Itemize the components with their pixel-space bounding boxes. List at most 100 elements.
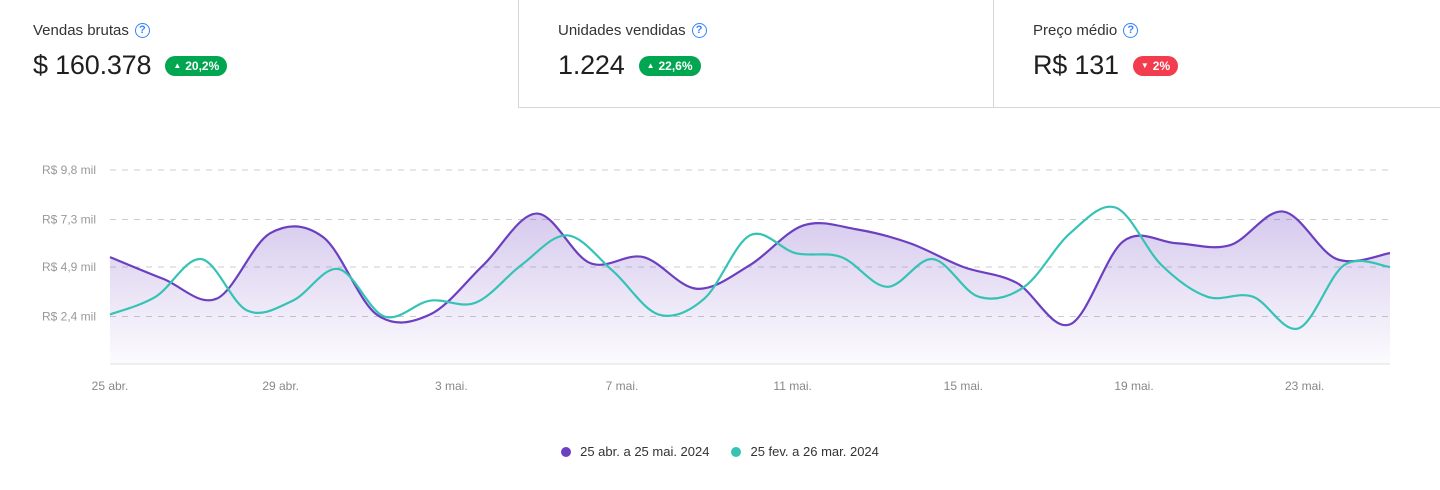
data-point[interactable] bbox=[107, 254, 113, 260]
data-point[interactable] bbox=[518, 262, 524, 268]
series-line[interactable] bbox=[109, 210, 1391, 327]
kpi-average-price[interactable]: Preço médio ? R$ 131 ▼ 2% bbox=[993, 0, 1440, 108]
legend-item-current[interactable]: 25 abr. a 25 mai. 2024 bbox=[561, 444, 709, 459]
data-point[interactable] bbox=[701, 296, 707, 302]
question-circle-icon[interactable]: ? bbox=[1123, 23, 1139, 38]
x-tick-label: 3 mai. bbox=[435, 379, 468, 393]
data-point[interactable] bbox=[1334, 256, 1340, 262]
data-point[interactable] bbox=[290, 298, 296, 304]
data-point[interactable] bbox=[244, 308, 250, 314]
data-point[interactable] bbox=[336, 266, 342, 272]
data-point[interactable] bbox=[320, 234, 326, 240]
legend-label: 25 fev. a 26 mar. 2024 bbox=[750, 444, 879, 459]
data-point[interactable] bbox=[1227, 242, 1233, 248]
data-point[interactable] bbox=[1174, 240, 1180, 246]
data-point[interactable] bbox=[656, 312, 662, 318]
line-layer bbox=[109, 205, 1391, 330]
kpi-value-row: 1.224 ▲ 22,6% bbox=[558, 50, 701, 81]
data-point[interactable] bbox=[610, 268, 616, 274]
kpi-label: Unidades vendidas bbox=[558, 22, 686, 39]
y-tick-label: R$ 7,3 mil bbox=[42, 212, 96, 226]
data-point[interactable] bbox=[640, 254, 646, 260]
data-point[interactable] bbox=[1387, 264, 1393, 270]
legend-label: 25 abr. a 25 mai. 2024 bbox=[580, 444, 710, 459]
x-tick-label: 19 mai. bbox=[1114, 379, 1153, 393]
data-point[interactable] bbox=[1250, 294, 1256, 300]
data-point[interactable] bbox=[214, 296, 220, 302]
y-tick-label: R$ 4,9 mil bbox=[42, 260, 96, 274]
sales-chart[interactable]: R$ 2,4 mil R$ 4,9 mil R$ 7,3 mil R$ 9,8 mil… bbox=[0, 130, 1440, 400]
data-point[interactable] bbox=[427, 312, 433, 318]
kpi-label: Preço médio bbox=[1033, 22, 1118, 39]
data-point[interactable] bbox=[1113, 205, 1119, 211]
x-tick-label: 25 abr. bbox=[92, 379, 129, 393]
legend-swatch bbox=[561, 446, 572, 457]
data-point[interactable] bbox=[473, 300, 479, 306]
data-point[interactable] bbox=[694, 286, 700, 292]
change-badge: ▲ 22,6% bbox=[638, 55, 701, 76]
change-badge: ▼ 2% bbox=[1132, 55, 1179, 76]
change-value: 2% bbox=[1152, 58, 1171, 73]
change-badge: ▲ 20,2% bbox=[165, 55, 228, 76]
change-value: 20,2% bbox=[185, 58, 220, 73]
data-point[interactable] bbox=[427, 298, 433, 304]
data-point[interactable] bbox=[884, 284, 890, 290]
data-point[interactable] bbox=[381, 313, 387, 319]
data-point[interactable] bbox=[564, 232, 570, 238]
data-point[interactable] bbox=[1296, 325, 1302, 331]
question-circle-icon[interactable]: ? bbox=[134, 23, 150, 38]
data-point[interactable] bbox=[747, 262, 753, 268]
kpi-gross-sales[interactable]: Vendas brutas ? $ 160.378 ▲ 20,2% bbox=[0, 0, 518, 108]
data-point[interactable] bbox=[198, 256, 204, 262]
data-point[interactable] bbox=[1014, 280, 1020, 286]
data-point[interactable] bbox=[374, 312, 380, 318]
data-point[interactable] bbox=[1067, 230, 1073, 236]
data-point[interactable] bbox=[976, 294, 982, 300]
data-point[interactable] bbox=[838, 254, 844, 260]
series-line[interactable] bbox=[109, 205, 1391, 330]
data-point[interactable] bbox=[1341, 262, 1347, 268]
data-point[interactable] bbox=[747, 232, 753, 238]
change-value: 22,6% bbox=[658, 58, 693, 73]
data-point[interactable] bbox=[1280, 209, 1286, 215]
data-point[interactable] bbox=[267, 230, 273, 236]
legend-swatch bbox=[731, 446, 742, 457]
kpi-header: Unidades vendidas ? bbox=[558, 22, 707, 39]
data-point[interactable] bbox=[160, 276, 166, 282]
triangle-up-icon: ▲ bbox=[646, 61, 655, 70]
question-circle-icon[interactable]: ? bbox=[691, 23, 707, 38]
data-point[interactable] bbox=[854, 226, 860, 232]
kpi-row: Vendas brutas ? $ 160.378 ▲ 20,2% Unidad… bbox=[0, 0, 1440, 108]
data-point[interactable] bbox=[1021, 284, 1027, 290]
legend-item-previous[interactable]: 25 fev. a 26 mar. 2024 bbox=[731, 444, 879, 459]
x-tick-label: 23 mai. bbox=[1285, 379, 1324, 393]
data-point[interactable] bbox=[1067, 321, 1073, 327]
data-point[interactable] bbox=[907, 240, 913, 246]
data-point[interactable] bbox=[1120, 238, 1126, 244]
x-axis: 25 abr. 29 abr. 3 mai. 7 mai. 11 mai. 15 mai.… bbox=[92, 379, 1325, 393]
data-point[interactable] bbox=[587, 260, 593, 266]
kpi-value: $ 160.378 bbox=[33, 50, 152, 80]
x-tick-label: 11 mai. bbox=[773, 379, 811, 393]
kpi-value-row: $ 160.378 ▲ 20,2% bbox=[33, 50, 228, 81]
data-point[interactable] bbox=[153, 294, 159, 300]
kpi-value: 1.224 bbox=[558, 50, 625, 80]
data-point[interactable] bbox=[793, 250, 799, 256]
kpi-units-sold[interactable]: Unidades vendidas ? 1.224 ▲ 22,6% bbox=[518, 0, 993, 108]
kpi-label: Vendas brutas bbox=[33, 22, 129, 39]
kpi-header: Preço médio ? bbox=[1033, 22, 1139, 39]
data-point[interactable] bbox=[960, 264, 966, 270]
kpi-value: R$ 131 bbox=[1033, 50, 1119, 80]
data-point[interactable] bbox=[1204, 294, 1210, 300]
x-tick-label: 15 mai. bbox=[944, 379, 983, 393]
kpi-header: Vendas brutas ? bbox=[33, 22, 150, 39]
data-point[interactable] bbox=[534, 211, 540, 217]
data-point[interactable] bbox=[800, 222, 806, 228]
data-point[interactable] bbox=[930, 256, 936, 262]
area-layer bbox=[110, 211, 1390, 364]
data-point[interactable] bbox=[1158, 262, 1164, 268]
triangle-up-icon: ▲ bbox=[173, 61, 182, 70]
data-point[interactable] bbox=[1387, 250, 1393, 256]
data-point[interactable] bbox=[480, 262, 486, 268]
data-point[interactable] bbox=[107, 312, 113, 318]
